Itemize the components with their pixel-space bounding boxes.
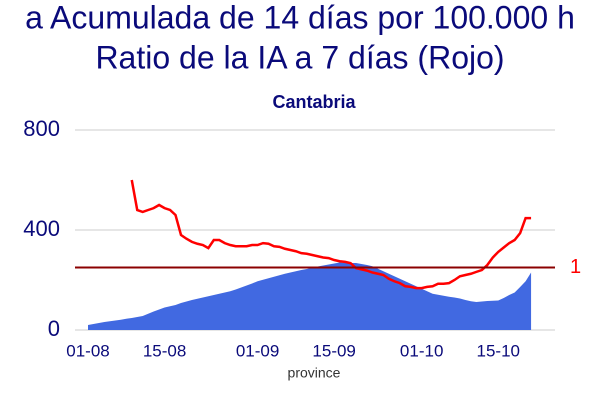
incidence-area [88,262,532,330]
ratio-line [130,179,532,290]
y-tick-label: 400 [23,216,60,241]
x-tick-label: 01-10 [400,341,443,360]
y-tick-label: 0 [48,316,60,341]
x-tick-label: 15-09 [312,341,355,360]
x-tick-label: 01-08 [66,341,109,360]
x-tick-label: 01-09 [236,341,279,360]
chart-subtitle: Ratio de la IA a 7 días (Rojo) [95,39,504,75]
x-tick-label: 15-08 [143,341,186,360]
x-tick-label: 15-10 [477,341,520,360]
chart-title: a Acumulada de 14 días por 100.000 h [25,0,575,35]
y2-tick-label: 1 [570,256,581,278]
y-tick-label: 800 [23,116,60,141]
region-label: Cantabria [272,92,356,112]
x-axis-label: province [288,365,341,381]
